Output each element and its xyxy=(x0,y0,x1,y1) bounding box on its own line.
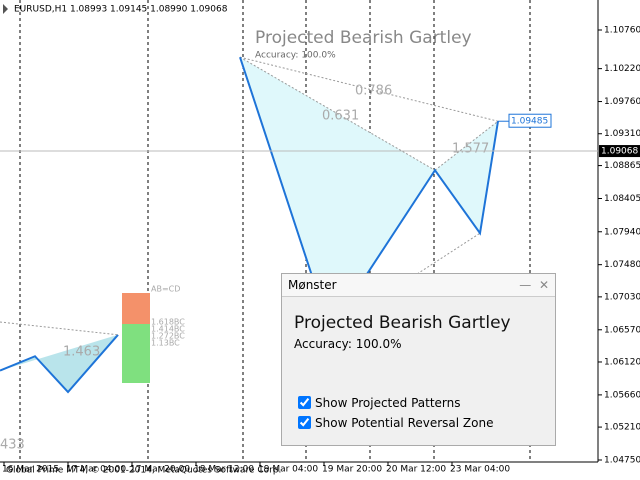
prz-label: 1.272BC xyxy=(151,332,185,341)
option-label: Show Projected Patterns xyxy=(315,396,461,410)
time-label: 16 Mar 2015 xyxy=(2,465,59,475)
prz-lower xyxy=(122,324,150,383)
dialog-title: Mønster xyxy=(288,278,337,292)
pattern-ratio-line xyxy=(239,56,499,331)
price-tick-label: 1.04750 xyxy=(604,456,640,466)
pattern-accuracy: Accuracy: 100.0% xyxy=(255,51,336,61)
symbol-icon xyxy=(3,4,8,14)
price-tick-label: 1.05660 xyxy=(604,390,640,400)
left-pattern-legs xyxy=(0,334,119,394)
price-tick-label: 1.06120 xyxy=(604,357,640,367)
ratio-label: 0.631 xyxy=(322,109,359,124)
time-label: 19 Mar 20:00 xyxy=(322,465,382,475)
time-label: 20 Mar 12:00 xyxy=(386,465,446,475)
close-button[interactable]: ✕ xyxy=(538,278,549,292)
current-price-box xyxy=(599,145,640,158)
ratio-label: 1.463 xyxy=(63,345,100,360)
price-tick-label: 1.09310 xyxy=(604,129,640,139)
pattern-bcd xyxy=(435,121,498,234)
time-label: 17 Mar 20:00 xyxy=(130,465,190,475)
price-tick-label: 1.06570 xyxy=(604,325,640,335)
dialog-heading: Projected Bearish Gartley xyxy=(294,313,511,333)
option[interactable]: Show Potential Reversal Zone xyxy=(298,413,555,433)
option[interactable]: Show Projected Patterns xyxy=(298,393,555,413)
price-tick-label: 1.10220 xyxy=(604,64,640,74)
price-tick-label: 1.07940 xyxy=(604,227,640,237)
current-price-label: 1.09068 xyxy=(601,147,638,157)
prz-label: AB=CD xyxy=(151,285,180,294)
price-tick-label: 1.05210 xyxy=(604,423,640,433)
pattern-xab xyxy=(240,57,435,331)
prz-upper xyxy=(122,293,150,324)
projected-price-label: 1.09485 xyxy=(511,117,548,127)
option-label: Show Potential Reversal Zone xyxy=(315,416,494,430)
footer: Global Prime MT4, © 2001-2014, MetaQuote… xyxy=(6,466,281,476)
dialog-titlebar: Mønster — ✕ xyxy=(282,274,555,297)
pattern-legs xyxy=(239,56,499,333)
price-tick-label: 1.07480 xyxy=(604,260,640,270)
price-tick-label: 1.08405 xyxy=(604,194,640,204)
time-label: 23 Mar 04:00 xyxy=(450,465,510,475)
dialog-accuracy: Accuracy: 100.0% xyxy=(294,337,402,351)
dialog: Mønster — ✕ Projected Bearish Gartley Ac… xyxy=(281,273,556,446)
ratio-label: 433 xyxy=(0,438,25,453)
time-label: 17 Mar 04:00 xyxy=(66,465,126,475)
prz-label: 1.618BC xyxy=(151,318,185,327)
pattern-title: Projected Bearish Gartley xyxy=(255,28,472,48)
prz-label: 1.13BC xyxy=(151,339,180,348)
price-tick-label: 1.08865 xyxy=(604,161,640,171)
prz-label: 1.414BC xyxy=(151,325,185,334)
price-tick-label: 1.10760 xyxy=(604,26,640,36)
price-tick-label: 1.07030 xyxy=(604,292,640,302)
symbol-info: EURUSD,H1 1.08993 1.09145 1.08990 1.0906… xyxy=(14,5,228,15)
price-tick-label: 1.09760 xyxy=(604,97,640,107)
minimize-button[interactable]: — xyxy=(519,278,532,292)
time-label: 18 Mar 12:00 xyxy=(194,465,254,475)
checkbox[interactable] xyxy=(298,416,311,429)
checkbox[interactable] xyxy=(298,396,311,409)
time-label: 19 Mar 04:00 xyxy=(258,465,318,475)
ratio-label: 0.786 xyxy=(355,84,392,99)
left-pattern-fill xyxy=(0,334,118,393)
ratio-label: 1.577 xyxy=(452,142,489,157)
